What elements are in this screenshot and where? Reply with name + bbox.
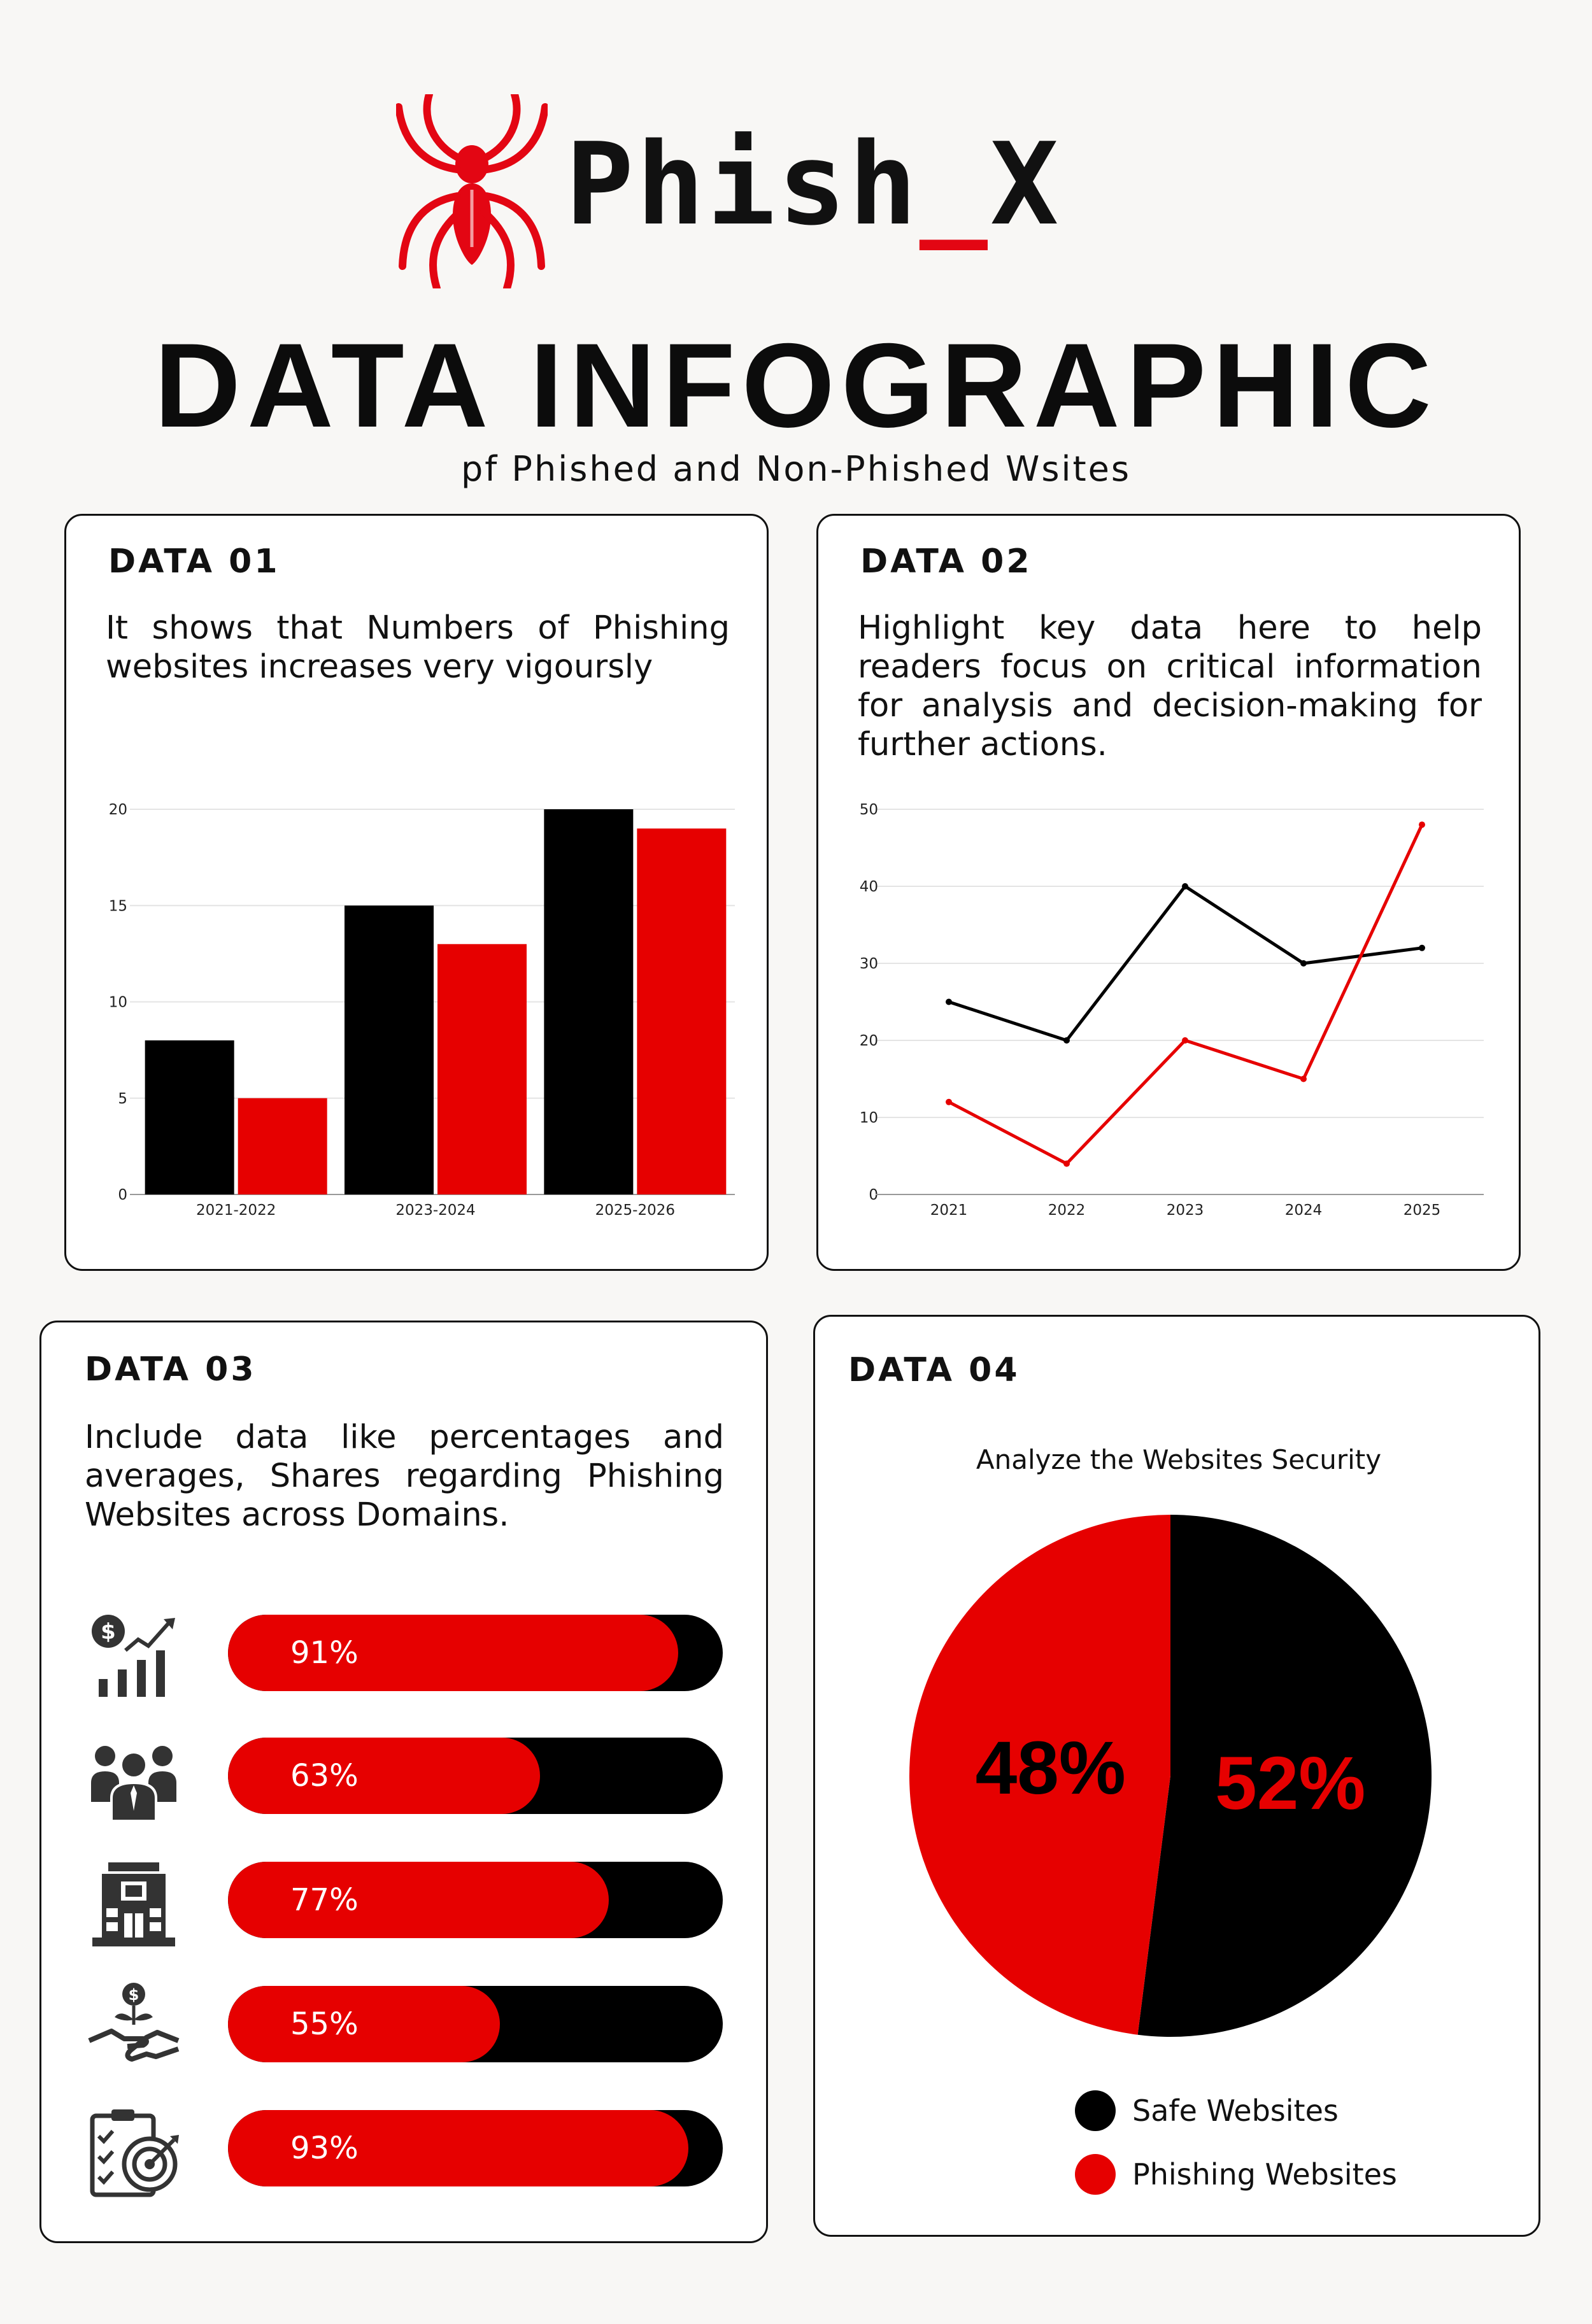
x-tick-label: 2021-2022 [196,1202,276,1219]
y-tick-label: 50 [860,802,878,818]
team-people-icon [91,1746,176,1822]
y-tick-label: 15 [109,898,127,914]
page-title: DATA INFOGRAPHIC [154,318,1438,452]
brand-name-underscore: _ [919,118,990,250]
card-description: Highlight key data here to help readers … [858,609,1482,763]
line-chart: 0 10 20 30 40 50 2021 2022 2023 2024 2025 [860,802,1484,1219]
data-card-pie: DATA 04 Analyze the Websites Security 52… [813,1315,1540,2237]
bar-chart: 0 5 10 15 20 2021-2022 2023-2024 2025-2026 [109,802,735,1219]
legend-label: Safe Websites [1132,2094,1339,2128]
progress-row: $ 55% [41,1980,770,2062]
y-tick-label: 0 [869,1187,878,1203]
data-point [1182,1037,1188,1044]
building-icon [92,1862,175,1946]
data-card-line: DATA 02 Highlight key data here to help … [816,514,1521,1271]
svg-text:$: $ [101,1619,116,1645]
card-title: DATA 03 [85,1350,257,1389]
data-point [1300,1075,1307,1082]
data-card-progress: DATA 03 Include data like percentages an… [39,1321,768,2243]
page-subtitle: pf Phished and Non-Phished Wsites [460,449,1132,489]
y-tick-label: 5 [118,1091,127,1107]
x-tick-label: 2023-2024 [395,1202,475,1219]
x-tick-label: 2024 [1285,1202,1323,1219]
legend-label: Phishing Websites [1132,2157,1397,2192]
legend-swatch [1075,2154,1116,2195]
data-point [1419,944,1425,951]
y-tick-label: 10 [860,1110,878,1126]
x-tick-label: 2022 [1048,1202,1086,1219]
progress-track: 63% [228,1738,723,1814]
legend-swatch [1075,2090,1116,2131]
bar [345,905,434,1194]
bar [238,1098,327,1194]
checklist-target-icon [90,2109,179,2197]
handshake-money-icon: $ [88,1983,180,2062]
pie-title: Analyze the Websites Security [976,1444,1382,1475]
spider-icon [396,94,548,288]
x-tick-label: 2021 [930,1202,968,1219]
progress-track: 77% [228,1862,723,1938]
progress-label: 93% [290,2130,359,2166]
data-point [1063,1037,1070,1044]
y-tick-label: 40 [860,879,878,895]
data-point [946,998,952,1005]
card-title: DATA 04 [848,1351,1020,1389]
progress-fill [228,1615,679,1691]
progress-row: 63% [41,1732,770,1822]
bar [437,944,527,1194]
progress-fill [228,1862,609,1938]
svg-text:$: $ [129,1986,139,2004]
progress-label: 63% [290,1758,359,1794]
card-description: It shows that Numbers of Phishing websit… [106,609,730,686]
pie-slice-label: 48% [976,1726,1126,1810]
card-description: Include data like percentages and averag… [85,1419,724,1534]
data-point [1419,821,1425,828]
y-tick-label: 20 [860,1033,878,1049]
progress-track: 55% [228,1986,723,2062]
brand-name-main: Phish [565,118,920,250]
y-tick-label: 10 [109,995,127,1011]
y-tick-label: 0 [118,1187,127,1203]
progress-label: 91% [290,1635,359,1671]
data-point [1182,883,1188,889]
pie-chart: 52% 48% [909,1515,1432,2037]
brand-name-x: X [990,118,1062,250]
brand-name: Phish_X [565,127,1061,242]
x-tick-label: 2025 [1404,1202,1441,1219]
progress-label: 77% [290,1882,359,1918]
bar [544,809,634,1194]
card-title: DATA 01 [108,542,280,581]
data-point [1300,960,1307,967]
progress-track: 93% [228,2110,723,2186]
data-card-bar: DATA 01 It shows that Numbers of Phishin… [64,514,769,1271]
progress-row: 77% [41,1856,770,1946]
bar [637,828,727,1194]
pie-slice [1137,1515,1432,2037]
pie-slice-label: 52% [1215,1741,1365,1825]
progress-track: 91% [228,1615,723,1691]
y-tick-label: 20 [109,802,127,818]
progress-fill [228,1986,501,2062]
series-line [948,824,1424,1166]
y-tick-label: 30 [860,956,878,972]
x-tick-label: 2023 [1167,1202,1204,1219]
finance-growth-icon: $ [92,1615,175,1697]
progress-row: $ 91% [41,1609,770,1697]
pie-slice [909,1515,1170,2035]
data-point [946,1098,952,1105]
progress-fill [228,2110,688,2186]
data-point [1063,1160,1070,1167]
bar [145,1040,234,1194]
card-title: DATA 02 [860,542,1032,581]
progress-label: 55% [290,2006,359,2042]
progress-row: 93% [41,2104,770,2197]
x-tick-label: 2025-2026 [595,1202,675,1219]
progress-fill [228,1738,540,1814]
